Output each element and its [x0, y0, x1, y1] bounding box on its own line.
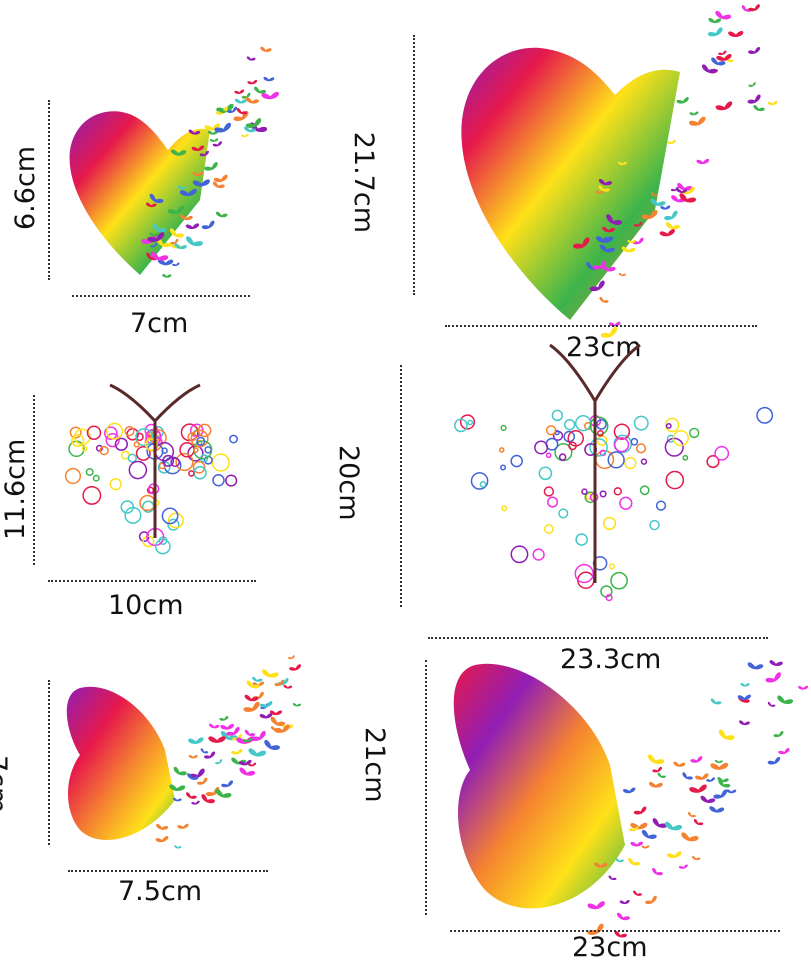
- large-heart-width-line: [445, 325, 757, 327]
- large-heart-height-label: 21.7cm: [348, 131, 379, 233]
- butterfly-swarm-icon: [587, 660, 809, 938]
- large-wing-width-label: 23cm: [572, 932, 648, 963]
- small-lace-height-line: [33, 395, 35, 565]
- small-heart-height-line: [48, 100, 50, 280]
- large-lace-height-line: [400, 365, 402, 607]
- large-lace-height-label: 20cm: [333, 445, 364, 521]
- small-heart-width-line: [72, 295, 250, 297]
- butterfly-swarm-icon: [155, 655, 302, 849]
- small-wing-width-label: 7.5cm: [118, 876, 203, 907]
- large-lace-butterfly-sticker: [454, 343, 774, 602]
- small-heart-height-label: 6.6cm: [10, 145, 41, 230]
- filigree-butterfly-icon: [64, 383, 238, 555]
- large-lace-width-line: [428, 637, 768, 639]
- small-lace-width-label: 10cm: [108, 590, 184, 621]
- large-wing-width-line: [450, 930, 780, 932]
- small-wing-butterfly-sticker: [66, 655, 302, 849]
- small-lace-height-label: 11.6cm: [0, 438, 31, 540]
- butterfly-swarm-icon: [141, 46, 279, 278]
- small-heart-width-label: 7cm: [130, 308, 189, 339]
- small-wing-height-label: 7cm: [0, 755, 12, 814]
- small-lace-width-line: [48, 580, 256, 582]
- small-wing-height-line: [48, 680, 50, 845]
- small-heart-sticker: [69, 46, 279, 278]
- large-wing-butterfly-sticker: [453, 660, 809, 938]
- small-wing-width-line: [68, 870, 268, 872]
- large-heart-sticker: [461, 4, 778, 338]
- filigree-butterfly-icon: [454, 343, 774, 602]
- large-lace-width-label: 23.3cm: [560, 644, 662, 675]
- large-wing-height-line: [425, 660, 427, 915]
- large-wing-height-label: 21cm: [359, 727, 390, 803]
- large-heart-height-line: [413, 35, 415, 295]
- small-lace-butterfly-sticker: [64, 383, 238, 555]
